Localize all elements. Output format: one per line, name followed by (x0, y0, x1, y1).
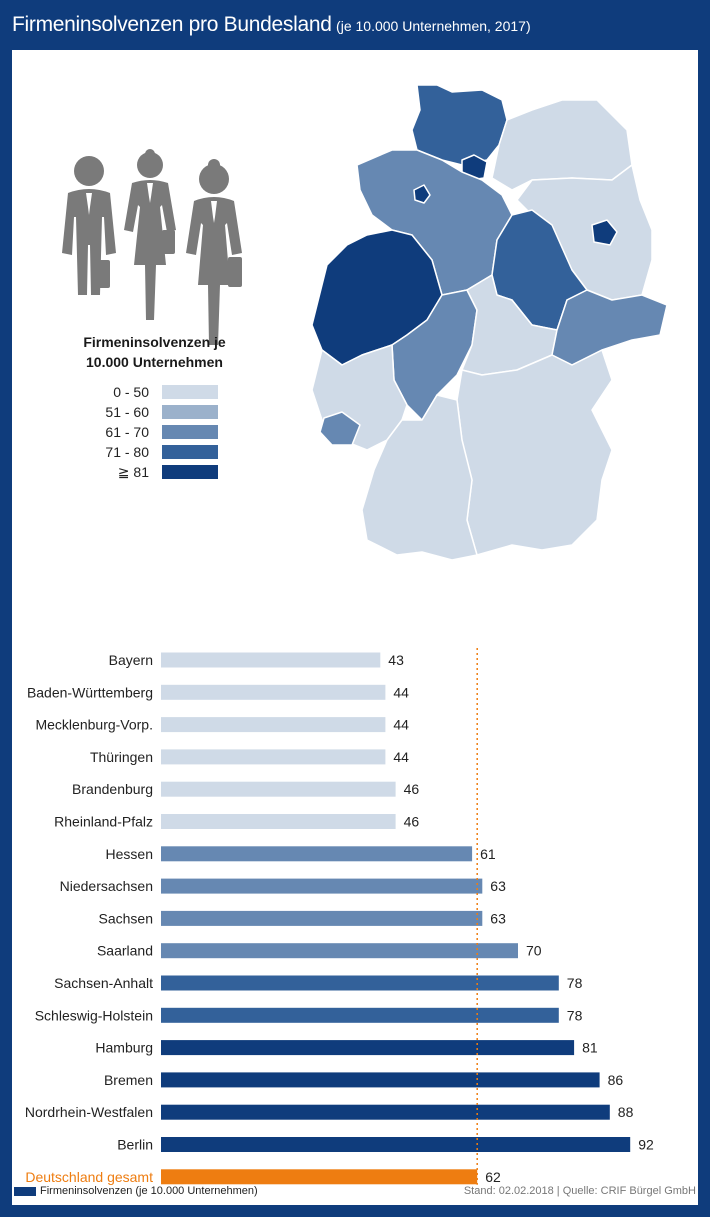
bar (161, 943, 518, 959)
bar (161, 1007, 559, 1023)
state-bremen (413, 184, 431, 204)
page-subtitle: (je 10.000 Unternehmen, 2017) (336, 18, 531, 34)
state-bayern (456, 349, 613, 556)
bar-chart: Bayern 43 Baden-Württemberg 44 Mecklenburg-V… (25, 648, 654, 1185)
legend-swatch (162, 465, 218, 479)
state-sachsen (551, 289, 668, 366)
value-label: 78 (567, 1007, 583, 1023)
legend-item-label: ≧ 81 (117, 464, 149, 480)
category-label: Niedersachsen (60, 878, 153, 894)
value-label: 63 (490, 910, 506, 926)
bar (161, 878, 483, 894)
value-label: 63 (490, 878, 506, 894)
legend-item-label: 61 - 70 (105, 424, 149, 440)
legend-swatch (162, 405, 218, 419)
bar (161, 1072, 600, 1088)
category-label: Saarland (97, 943, 153, 959)
bar (161, 652, 381, 668)
bars-layer: Bayern 43 Baden-Württemberg 44 Mecklenburg-V… (25, 648, 654, 1185)
bar (161, 846, 473, 862)
category-label: Deutschland gesamt (25, 1169, 153, 1185)
page-title: Firmeninsolvenzen pro Bundesland (12, 13, 332, 36)
category-label: Mecklenburg-Vorp. (35, 717, 153, 733)
legend-item: ≧ 81 (67, 462, 247, 482)
value-label: 86 (608, 1072, 624, 1088)
source-note: Stand: 02.02.2018 | Quelle: CRIF Bürgel … (463, 1185, 696, 1197)
value-label: 62 (485, 1169, 501, 1185)
state-berlin (591, 219, 618, 246)
category-label: Sachsen-Anhalt (54, 975, 153, 991)
businessman-icon (62, 156, 116, 295)
value-label: 46 (404, 814, 420, 830)
bar (161, 781, 396, 797)
bar (161, 749, 386, 765)
legend-item-label: 71 - 80 (105, 444, 149, 460)
bar (161, 975, 559, 991)
business-people-icon (62, 149, 242, 345)
legend-swatch (162, 385, 218, 399)
bar (161, 1104, 610, 1120)
legend-item-label: 0 - 50 (113, 384, 149, 400)
category-label: Hessen (106, 846, 153, 862)
value-label: 88 (618, 1104, 634, 1120)
category-label: Rheinland-Pfalz (54, 814, 153, 830)
legend-item: 61 - 70 (67, 422, 247, 442)
category-label: Berlin (117, 1137, 153, 1153)
category-label: Baden-Württemberg (27, 684, 153, 700)
map-legend: Firmeninsolvenzen je 10.000 Unternehmen … (67, 332, 247, 482)
businesswoman-icon (124, 149, 176, 320)
businesswoman-icon (186, 159, 242, 345)
bar (161, 1169, 478, 1185)
legend-item: 51 - 60 (67, 402, 247, 422)
value-label: 81 (582, 1040, 598, 1056)
category-label: Sachsen (99, 910, 153, 926)
bar (161, 1137, 631, 1152)
chart-legend-label: Firmeninsolvenzen (je 10.000 Unternehmen… (40, 1185, 258, 1197)
category-label: Brandenburg (72, 781, 153, 797)
state-mecklenburg-vorpommern (491, 99, 633, 191)
bar (161, 717, 386, 733)
value-label: 44 (393, 684, 409, 700)
state-baden-wuerttemberg (361, 394, 478, 561)
state-schleswig-holstein (411, 84, 508, 166)
value-label: 61 (480, 846, 496, 862)
state-saarland (319, 411, 361, 446)
value-label: 44 (393, 717, 409, 733)
legend-item: 0 - 50 (67, 382, 247, 402)
category-label: Schleswig-Holstein (35, 1007, 153, 1023)
bar (161, 814, 396, 829)
value-label: 43 (388, 652, 404, 668)
category-label: Hamburg (95, 1040, 153, 1056)
bar (161, 910, 483, 926)
value-label: 92 (638, 1137, 654, 1153)
legend-item-label: 51 - 60 (105, 404, 149, 420)
legend-swatch (162, 445, 218, 459)
value-label: 78 (567, 975, 583, 991)
content-panel: Firmeninsolvenzen je 10.000 Unternehmen … (12, 50, 698, 1205)
category-label: Bremen (104, 1072, 153, 1088)
category-label: Thüringen (90, 749, 153, 765)
value-label: 70 (526, 943, 542, 959)
bar (161, 1040, 575, 1056)
legend-swatch-series (14, 1186, 36, 1196)
value-label: 44 (393, 749, 409, 765)
category-label: Bayern (109, 652, 153, 668)
germany-map (311, 84, 668, 561)
value-label: 46 (404, 781, 420, 797)
category-label: Nordrhein-Westfalen (25, 1104, 153, 1120)
header: Firmeninsolvenzen pro Bundesland (je 10.… (0, 0, 710, 50)
legend-title-line2: 10.000 Unternehmen (86, 354, 223, 370)
legend-item: 71 - 80 (67, 442, 247, 462)
bar (161, 684, 386, 700)
chart-legend: Firmeninsolvenzen (je 10.000 Unternehmen… (14, 1185, 258, 1197)
legend-title-line1: Firmeninsolvenzen je (83, 334, 226, 350)
legend-swatch (162, 425, 218, 439)
